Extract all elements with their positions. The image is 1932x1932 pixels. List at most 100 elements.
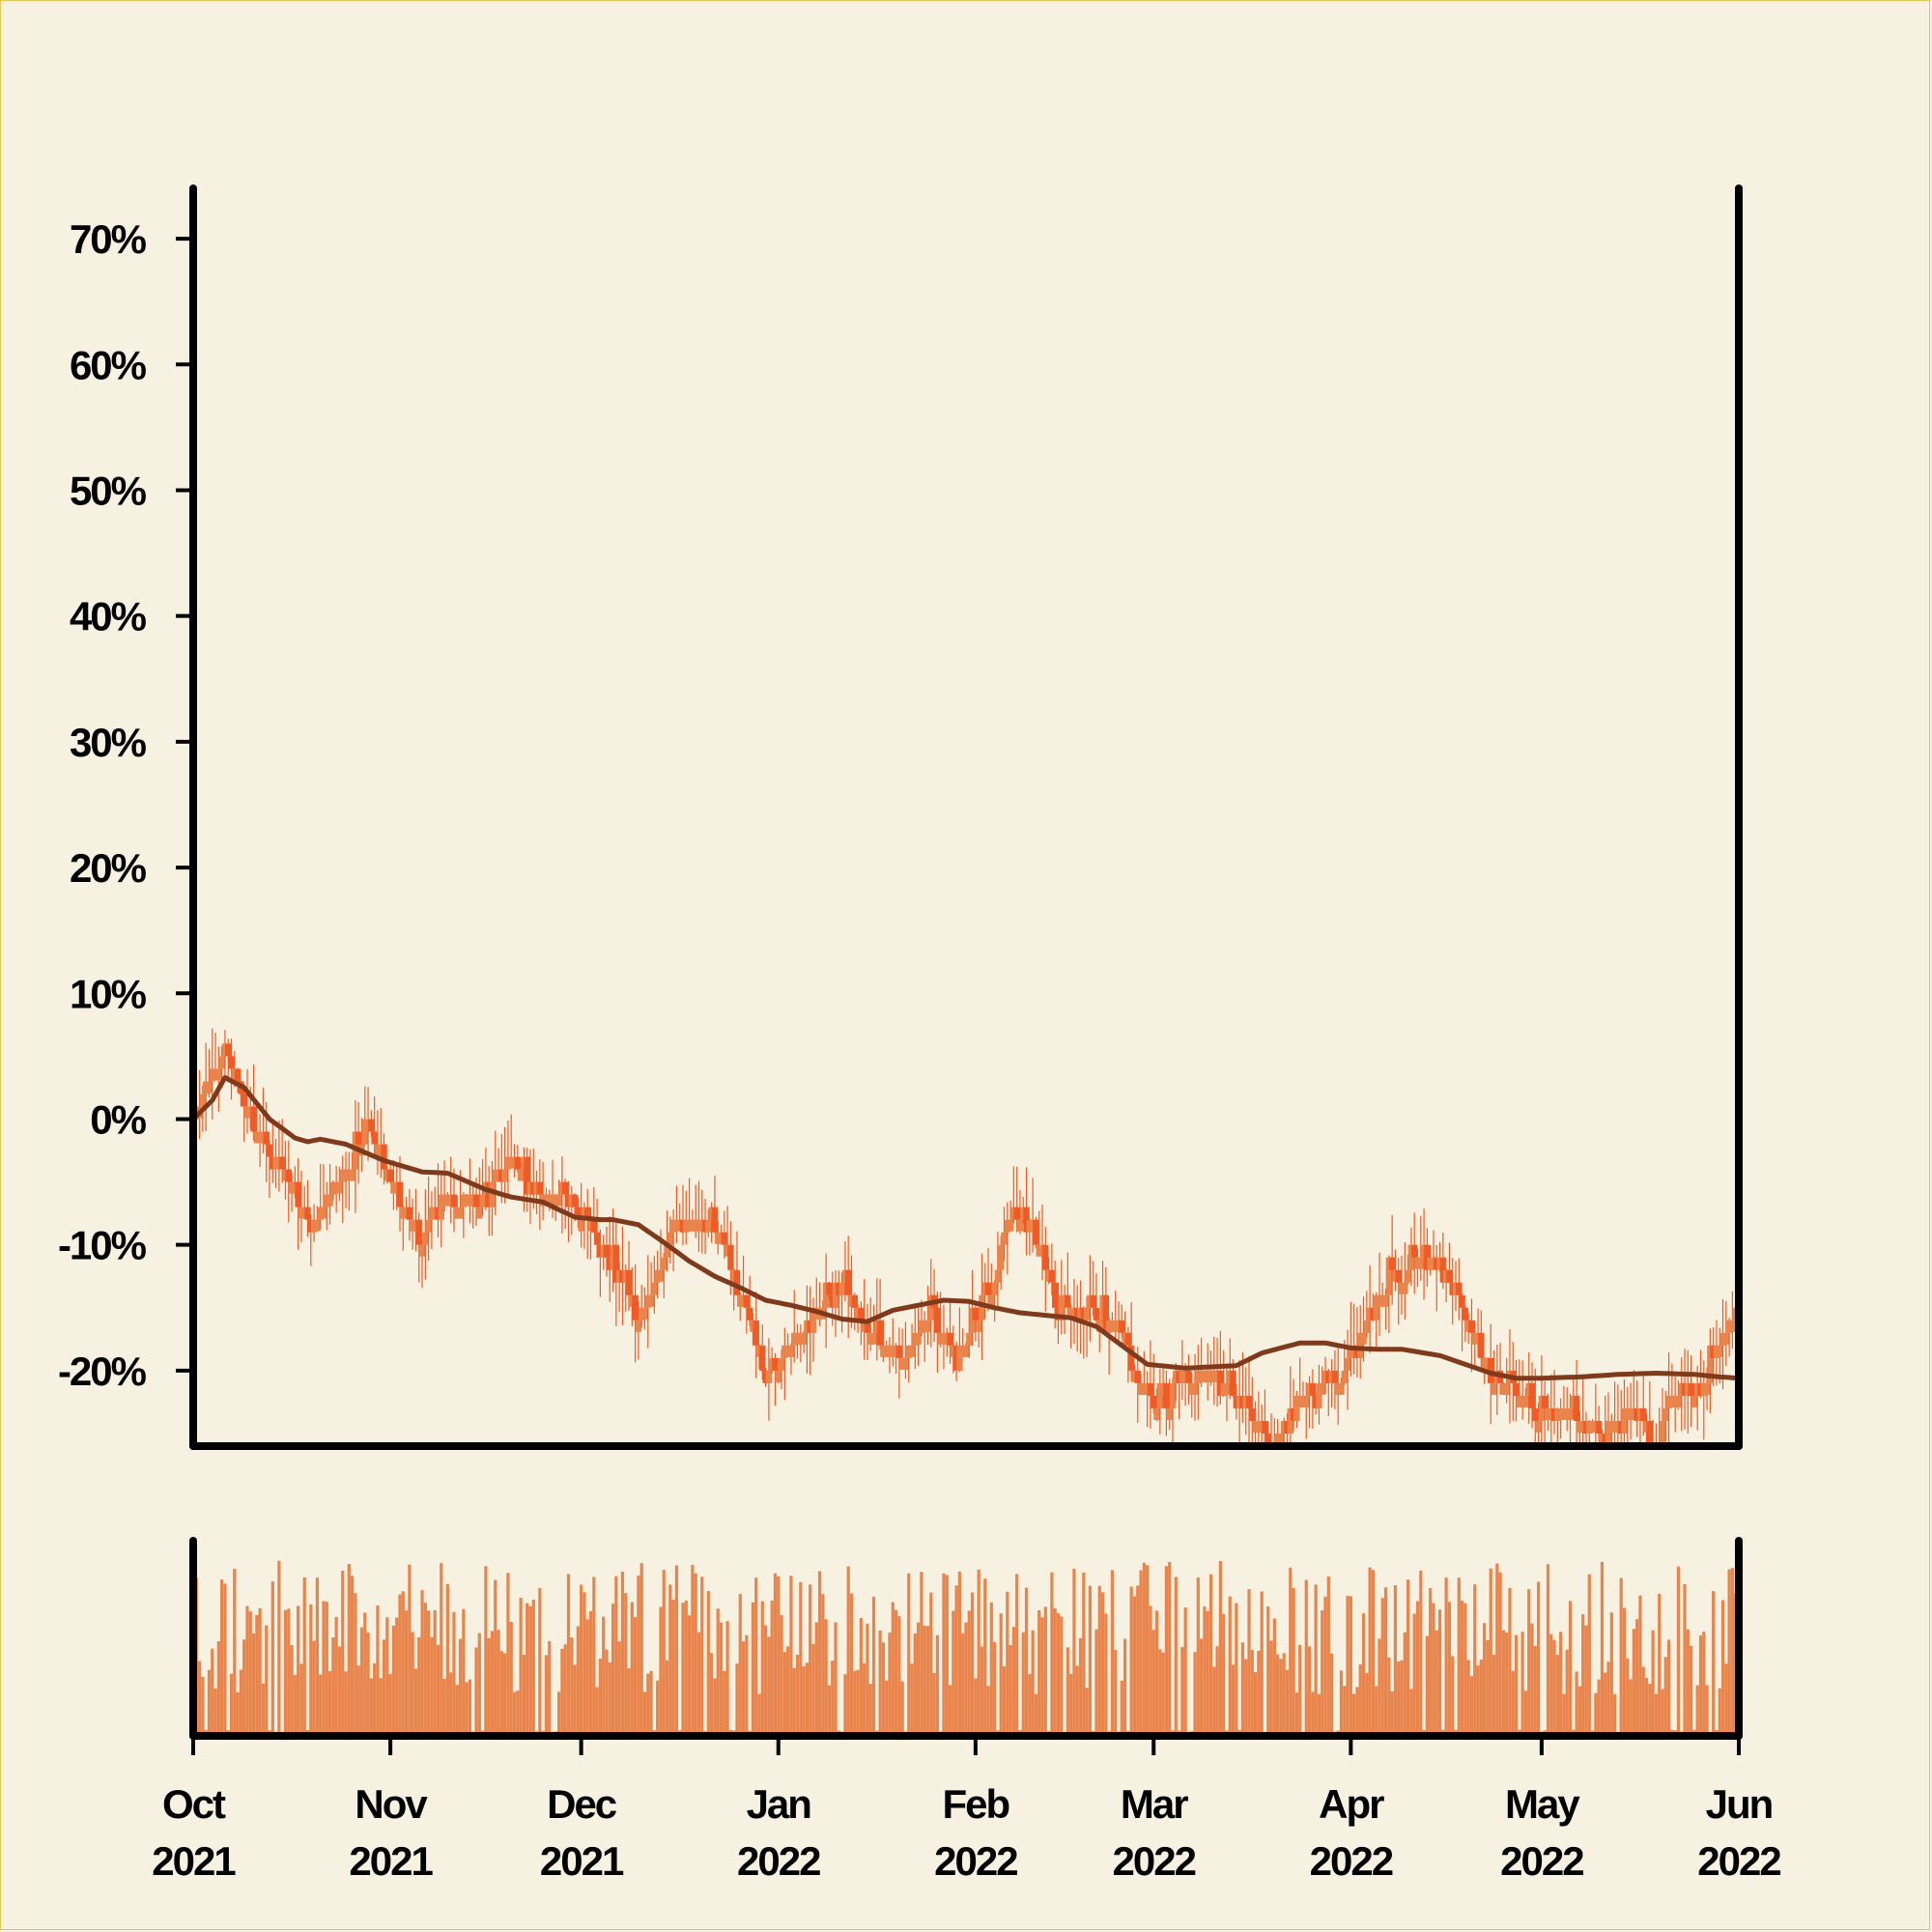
- candle-body: [571, 1194, 579, 1208]
- candle-body: [1688, 1382, 1694, 1396]
- volume-bar: [1034, 1693, 1038, 1736]
- candle-body: [247, 1106, 254, 1119]
- volume-bar: [1581, 1614, 1585, 1736]
- volume-bar: [229, 1673, 234, 1736]
- candle-body: [390, 1181, 397, 1194]
- volume-bar: [1326, 1576, 1330, 1736]
- candle-body: [1093, 1307, 1100, 1321]
- candle-body: [1357, 1332, 1364, 1358]
- candle-body: [1398, 1282, 1406, 1294]
- volume-bar: [1206, 1610, 1209, 1736]
- candle-body: [979, 1294, 985, 1321]
- volume-bar: [1483, 1623, 1487, 1736]
- volume-bar: [1250, 1650, 1254, 1736]
- candle-body: [893, 1345, 899, 1357]
- candle-body: [1452, 1282, 1460, 1295]
- candle-body: [1640, 1407, 1647, 1421]
- volume-bar: [382, 1639, 386, 1736]
- volume-bar: [602, 1616, 606, 1736]
- candle-body: [1321, 1370, 1329, 1383]
- volume-bar: [1307, 1646, 1312, 1736]
- candle-body: [1385, 1257, 1393, 1295]
- volume-bar: [1666, 1639, 1671, 1736]
- volume-bar: [1075, 1665, 1079, 1736]
- candle-body: [1198, 1370, 1205, 1382]
- volume-bar: [1604, 1672, 1607, 1736]
- candle-body: [1159, 1382, 1167, 1395]
- candle-body: [1112, 1320, 1119, 1332]
- candle-body: [994, 1269, 1002, 1283]
- candle-body: [304, 1207, 311, 1220]
- candle-body: [1719, 1332, 1726, 1346]
- volume-bar: [863, 1662, 867, 1736]
- volume-bar: [1355, 1687, 1359, 1736]
- volume-bar: [538, 1588, 542, 1736]
- candle-body: [495, 1169, 502, 1181]
- volume-bar: [1343, 1686, 1347, 1736]
- volume-bar: [213, 1688, 217, 1736]
- volume-bar: [735, 1663, 739, 1736]
- volume-bar: [1562, 1693, 1566, 1736]
- volume-bar: [1489, 1568, 1492, 1736]
- candle-body: [794, 1332, 801, 1345]
- volume-bar: [611, 1604, 615, 1736]
- candle-body: [536, 1181, 544, 1195]
- candle-body: [1274, 1433, 1281, 1446]
- x-tick-label-month: Mar: [1121, 1781, 1188, 1827]
- volume-bar: [789, 1576, 793, 1736]
- volume-bar: [1339, 1670, 1344, 1736]
- candle-body: [1560, 1407, 1568, 1420]
- candle-body: [724, 1244, 731, 1257]
- volume-bar: [1730, 1568, 1735, 1736]
- volume-bar: [642, 1691, 647, 1736]
- candle-body: [1131, 1370, 1138, 1382]
- candle-body: [1662, 1407, 1669, 1421]
- candle-body: [612, 1244, 620, 1283]
- volume-bar: [888, 1633, 892, 1736]
- volume-bar: [1565, 1649, 1569, 1736]
- candle-body: [1331, 1370, 1339, 1383]
- candlestick-series: [193, 1028, 1739, 1446]
- volume-bar: [1619, 1577, 1623, 1736]
- volume-bar: [287, 1608, 291, 1736]
- volume-bar: [1276, 1654, 1280, 1736]
- candle-body: [492, 1169, 498, 1182]
- candle-body: [1029, 1219, 1037, 1232]
- volume-bar: [1136, 1585, 1140, 1736]
- volume-bar: [445, 1583, 449, 1736]
- candle-body: [1611, 1420, 1618, 1433]
- candle-body: [1675, 1395, 1682, 1407]
- volume-bar: [509, 1621, 513, 1736]
- candle-body: [775, 1370, 781, 1382]
- volume-bar: [516, 1690, 520, 1736]
- volume-bar: [760, 1601, 764, 1736]
- candle-body: [1055, 1307, 1062, 1321]
- candle-body: [1284, 1420, 1291, 1434]
- volume-bar: [605, 1649, 609, 1736]
- candle-body: [1608, 1420, 1615, 1433]
- volume-bar: [1724, 1663, 1728, 1736]
- volume-bar: [620, 1572, 625, 1736]
- candle-body: [918, 1320, 925, 1333]
- candle-body: [228, 1056, 235, 1069]
- candle-body: [221, 1043, 229, 1057]
- candle-body: [1528, 1382, 1536, 1408]
- volume-bar: [1024, 1587, 1029, 1736]
- volume-bar: [242, 1639, 246, 1736]
- volume-bar: [674, 1565, 679, 1736]
- candle-body: [841, 1269, 849, 1283]
- volume-bar: [433, 1609, 437, 1736]
- volume-bar: [907, 1573, 911, 1736]
- volume-bar: [671, 1599, 675, 1736]
- volume-bar: [859, 1618, 863, 1736]
- volume-bar: [614, 1576, 618, 1736]
- candle-body: [1464, 1320, 1472, 1332]
- volume-bar: [1235, 1603, 1238, 1736]
- candle-body: [952, 1345, 960, 1371]
- volume-bar: [1282, 1653, 1286, 1736]
- volume-bar: [1304, 1579, 1308, 1736]
- candle-body: [530, 1181, 537, 1195]
- volume-bar: [401, 1591, 405, 1736]
- candle-body: [282, 1169, 289, 1181]
- volume-bar: [723, 1670, 726, 1736]
